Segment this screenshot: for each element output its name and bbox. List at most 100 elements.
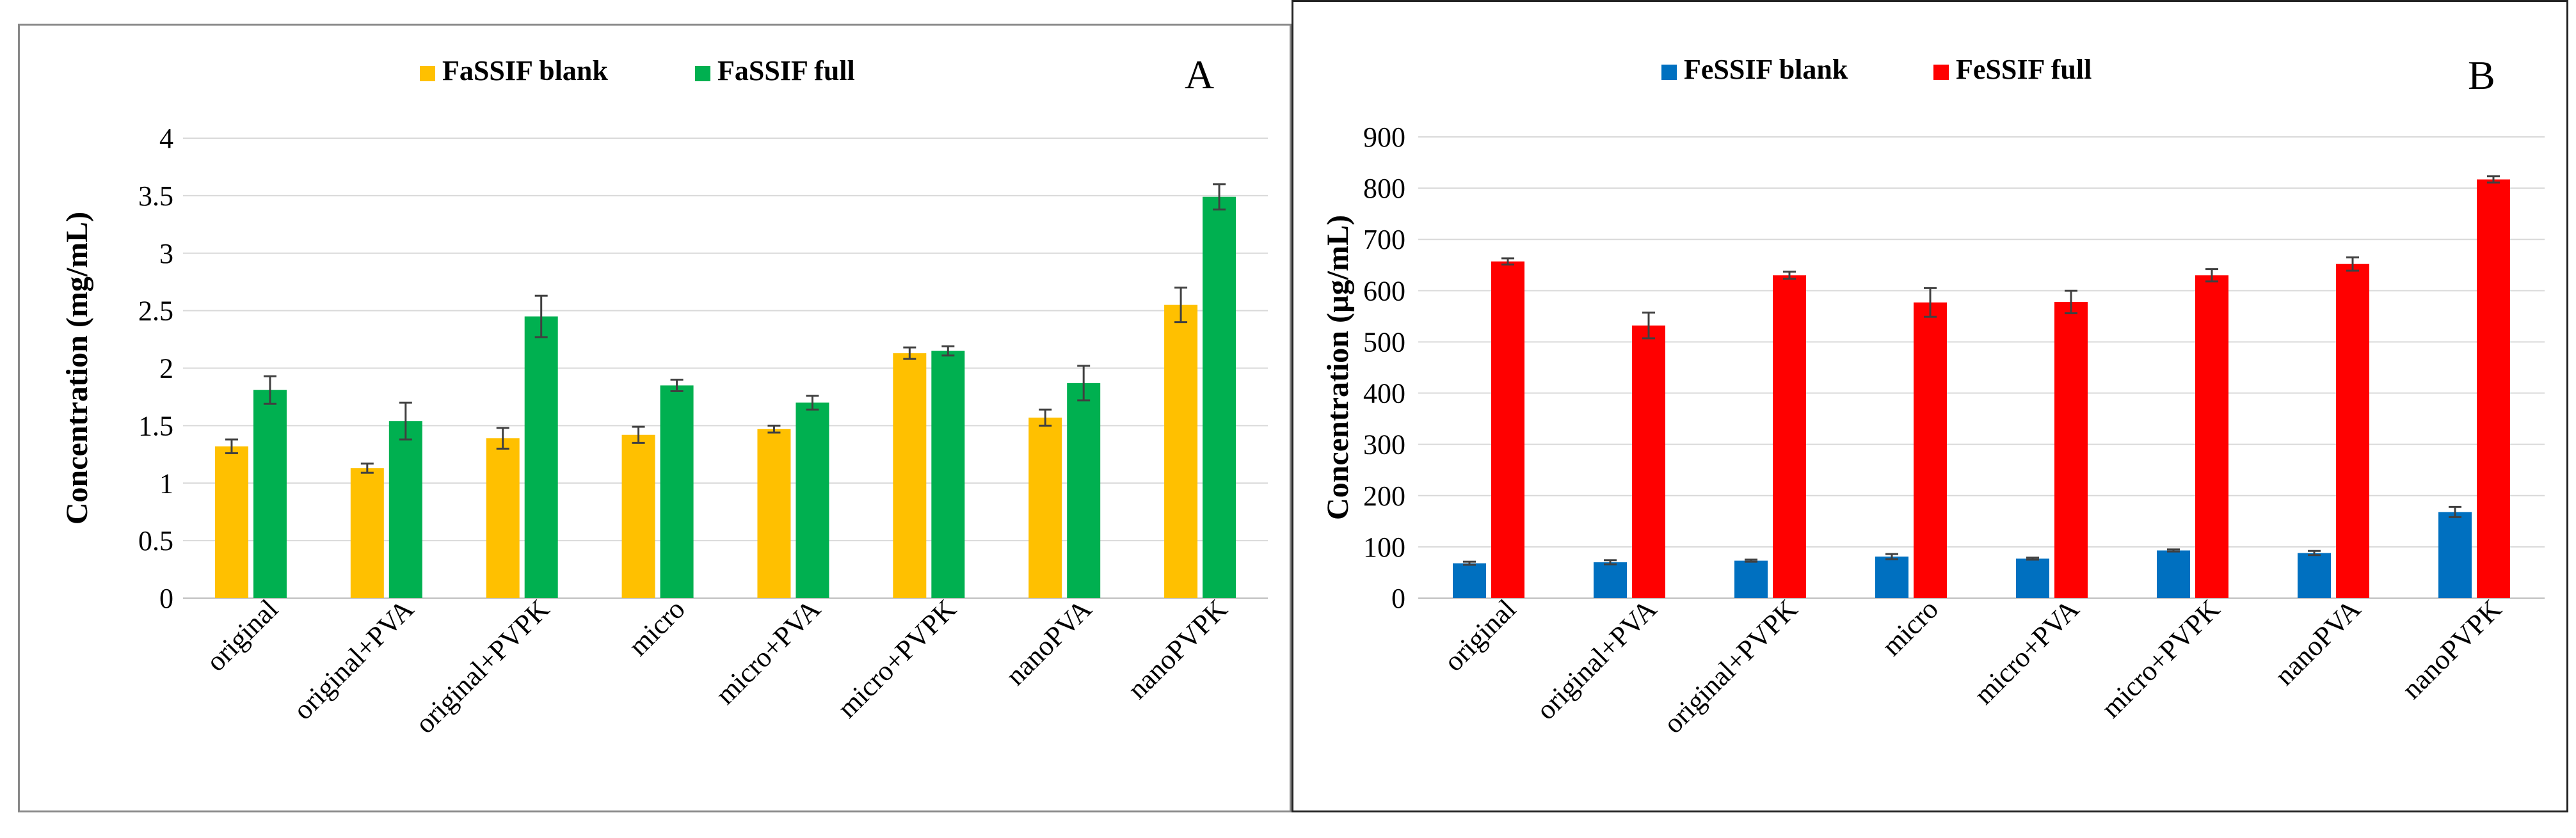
error-bar bbox=[225, 438, 238, 455]
bar bbox=[350, 468, 384, 598]
bar bbox=[2477, 179, 2510, 599]
bar bbox=[2336, 264, 2369, 599]
y-tick-label: 0 bbox=[159, 583, 173, 614]
y-axis-title: Concentration (mg/mL) bbox=[60, 212, 94, 525]
error-bar bbox=[534, 294, 548, 338]
chart-panel-a: A 0 0.5 1 1.5 2 2.5 3 3.5 4 Concentration (mg/mL)… bbox=[18, 24, 1292, 812]
legend-swatch bbox=[1661, 65, 1677, 80]
bar bbox=[1914, 302, 1947, 598]
bar bbox=[214, 446, 248, 598]
y-tick-label: 1.5 bbox=[138, 410, 173, 441]
error-bar bbox=[2449, 505, 2461, 518]
error-bar bbox=[2065, 289, 2077, 315]
y-tick-label: 800 bbox=[1363, 173, 1405, 204]
error-bar bbox=[806, 395, 819, 411]
error-bar bbox=[496, 427, 509, 450]
legend-label: FeSSIF full bbox=[1956, 54, 2092, 85]
y-tick-label: 100 bbox=[1363, 532, 1405, 563]
y-tick-label: 700 bbox=[1363, 224, 1405, 255]
x-category-label: original+PVA bbox=[287, 593, 420, 725]
error-bar bbox=[1924, 287, 1937, 318]
x-category-label: micro bbox=[622, 593, 691, 661]
x-category-label: original+PVA bbox=[1530, 593, 1663, 725]
error-bar bbox=[1604, 559, 1617, 565]
x-category-label: original bbox=[1438, 593, 1522, 677]
y-tick-label: 300 bbox=[1363, 429, 1405, 461]
bar bbox=[1594, 562, 1627, 598]
x-category-label: nanoPVPK bbox=[2396, 593, 2508, 705]
y-tick-label: 0.5 bbox=[138, 525, 173, 557]
y-axis-title: Concentration (µg/mL) bbox=[1321, 215, 1355, 520]
error-bar bbox=[1174, 287, 1188, 324]
legend-swatch bbox=[1933, 65, 1949, 80]
bar bbox=[621, 434, 655, 598]
chart-svg: 0 100 200 300 400 500 600 700 800 900 Concentratio… bbox=[1321, 54, 2545, 739]
bar bbox=[1067, 383, 1101, 598]
x-category-label: original+PVPK bbox=[1658, 593, 1804, 739]
chart-svg: 0 0.5 1 1.5 2 2.5 3 3.5 4 Concentration (mg/mL) Fa… bbox=[60, 55, 1268, 739]
bar bbox=[1164, 304, 1198, 598]
legend-swatch bbox=[695, 66, 710, 81]
bar bbox=[1028, 417, 1062, 598]
y-tick-label: 900 bbox=[1363, 122, 1405, 153]
chart-panel-b: B 0 100 200 300 400 500 600 700 800 900 Concentrat… bbox=[1292, 0, 2568, 812]
bar bbox=[388, 421, 422, 598]
error-bar bbox=[399, 401, 412, 441]
y-tick-label: 2 bbox=[159, 353, 173, 384]
y-tick-label: 400 bbox=[1363, 378, 1405, 409]
legend-label: FaSSIF full bbox=[717, 55, 855, 86]
y-tick-label: 0 bbox=[1391, 583, 1405, 614]
x-category-label: original bbox=[200, 593, 284, 677]
bar bbox=[2016, 558, 2049, 598]
error-bar bbox=[1745, 558, 1757, 563]
bar bbox=[893, 353, 927, 598]
y-tick-label: 1 bbox=[159, 468, 173, 499]
error-bar bbox=[941, 345, 955, 357]
bar bbox=[486, 438, 520, 598]
legend-label: FaSSIF blank bbox=[442, 55, 608, 86]
error-bar bbox=[903, 346, 916, 360]
x-category-label: micro+PVPK bbox=[2095, 593, 2226, 723]
y-tick-label: 3.5 bbox=[138, 180, 173, 212]
error-bar bbox=[670, 378, 684, 392]
error-bar bbox=[1885, 553, 1898, 560]
bar bbox=[1632, 325, 1665, 598]
x-category-label: nanoPVA bbox=[1000, 593, 1098, 692]
error-bar bbox=[2346, 256, 2359, 272]
error-bar bbox=[1463, 560, 1476, 566]
bar bbox=[253, 390, 287, 598]
bar bbox=[931, 351, 965, 598]
error-bar bbox=[2487, 175, 2500, 184]
bar bbox=[1734, 560, 1768, 598]
bar bbox=[2054, 301, 2088, 598]
bar bbox=[796, 402, 829, 598]
y-tick-label: 2.5 bbox=[138, 296, 173, 327]
bar bbox=[757, 429, 791, 598]
error-bar bbox=[2308, 549, 2321, 557]
error-bar bbox=[360, 462, 374, 474]
bar bbox=[1773, 275, 1806, 598]
error-bar bbox=[1501, 257, 1514, 265]
bar bbox=[1875, 557, 1908, 598]
bar bbox=[1491, 261, 1524, 598]
legend-label: FeSSIF blank bbox=[1684, 54, 1848, 85]
bar bbox=[660, 385, 694, 598]
y-tick-label: 600 bbox=[1363, 275, 1405, 306]
error-bar bbox=[1642, 312, 1655, 340]
legend-swatch bbox=[420, 66, 435, 81]
x-category-label: micro bbox=[1876, 593, 1944, 661]
bar bbox=[2298, 553, 2331, 598]
x-category-label: micro+PVA bbox=[710, 593, 827, 710]
bar bbox=[2195, 275, 2228, 598]
x-category-label: nanoPVA bbox=[2269, 593, 2367, 692]
y-tick-label: 200 bbox=[1363, 480, 1405, 512]
bar bbox=[2438, 512, 2472, 598]
panel-label-a: A bbox=[1185, 52, 1215, 97]
y-tick-label: 500 bbox=[1363, 326, 1405, 358]
error-bar bbox=[1039, 408, 1052, 427]
error-bar bbox=[2167, 548, 2180, 553]
error-bar bbox=[632, 425, 645, 444]
bar bbox=[2157, 550, 2190, 598]
error-bar bbox=[1077, 365, 1091, 402]
x-category-label: original+PVPK bbox=[409, 593, 556, 739]
